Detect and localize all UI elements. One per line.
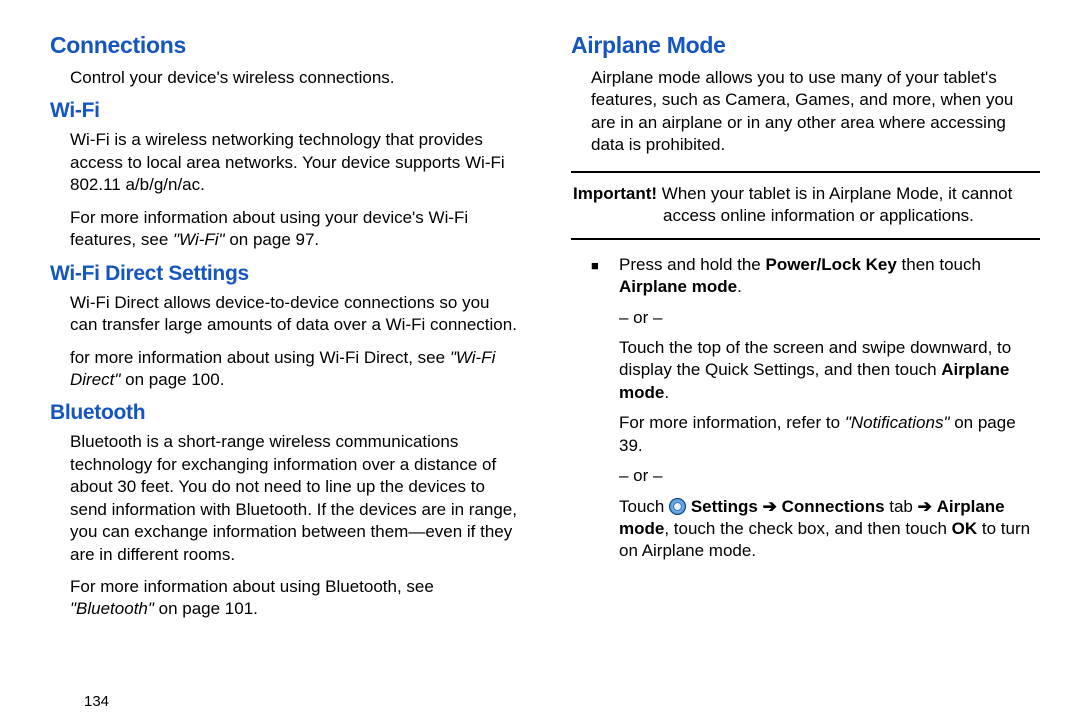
step1: Press and hold the Power/Lock Key then t… <box>619 254 1040 299</box>
heading-airplane: Airplane Mode <box>571 32 1040 59</box>
bullet-marker: ■ <box>591 254 619 571</box>
bullet-content: Press and hold the Power/Lock Key then t… <box>619 254 1040 571</box>
step3-ref: "Notifications" <box>845 413 950 432</box>
step2: Touch the top of the screen and swipe do… <box>619 337 1040 404</box>
connections-intro: Control your device's wireless connectio… <box>70 67 519 89</box>
step3-a: For more information, refer to <box>619 413 845 432</box>
wifi-p2-b: on page 97. <box>225 230 320 249</box>
step1-d: Airplane mode <box>619 277 737 296</box>
airplane-intro: Airplane mode allows you to use many of … <box>591 67 1040 157</box>
step1-b: Power/Lock Key <box>765 255 896 274</box>
arrow-icon-1: ➔ <box>763 497 777 516</box>
wifi-p2-ref: "Wi-Fi" <box>173 230 225 249</box>
left-column: Connections Control your device's wirele… <box>50 30 545 710</box>
important-text-line2: access online information or application… <box>573 205 1038 227</box>
step4-tab: tab <box>885 497 918 516</box>
heading-wifi: Wi-Fi <box>50 99 519 123</box>
or-1: – or – <box>619 307 1040 329</box>
wifidirect-p2-b: on page 100. <box>120 370 224 389</box>
step4-a: Touch <box>619 497 669 516</box>
important-note: Important! When your tablet is in Airpla… <box>571 171 1040 240</box>
step4-mid: , touch the check box, and then touch <box>664 519 951 538</box>
settings-icon <box>669 498 686 515</box>
step4-conn: Connections <box>777 497 885 516</box>
bluetooth-p2: For more information about using Bluetoo… <box>70 576 519 621</box>
important-label: Important! <box>573 184 662 203</box>
wifidirect-p2: for more information about using Wi-Fi D… <box>70 347 519 392</box>
heading-wifi-direct: Wi-Fi Direct Settings <box>50 262 519 286</box>
step4: Touch Settings ➔ Connections tab ➔ Airpl… <box>619 496 1040 563</box>
step1-c: then touch <box>897 255 981 274</box>
step4-ok: OK <box>952 519 978 538</box>
page-number: 134 <box>84 687 519 710</box>
wifi-p2: For more information about using your de… <box>70 207 519 252</box>
bluetooth-p2-ref: "Bluetooth" <box>70 599 154 618</box>
step1-e: . <box>737 277 742 296</box>
or-2: – or – <box>619 465 1040 487</box>
wifidirect-p2-a: for more information about using Wi-Fi D… <box>70 348 450 367</box>
step1-a: Press and hold the <box>619 255 765 274</box>
bluetooth-p2-a: For more information about using Bluetoo… <box>70 577 434 596</box>
step4-settings: Settings <box>686 497 763 516</box>
right-column: Airplane Mode Airplane mode allows you t… <box>545 30 1040 710</box>
manual-page: Connections Control your device's wirele… <box>0 0 1080 720</box>
heading-bluetooth: Bluetooth <box>50 401 519 425</box>
bluetooth-p2-b: on page 101. <box>154 599 258 618</box>
step3: For more information, refer to "Notifica… <box>619 412 1040 457</box>
bluetooth-p1: Bluetooth is a short-range wireless comm… <box>70 431 519 566</box>
step2-c: . <box>664 383 669 402</box>
airplane-steps: ■ Press and hold the Power/Lock Key then… <box>591 254 1040 571</box>
wifi-p1: Wi-Fi is a wireless networking technolog… <box>70 129 519 196</box>
important-text-inline: When your tablet is in Airplane Mode, it… <box>662 184 1013 203</box>
heading-connections: Connections <box>50 32 519 59</box>
arrow-icon-2: ➔ <box>918 497 932 516</box>
wifidirect-p1: Wi-Fi Direct allows device-to-device con… <box>70 292 519 337</box>
